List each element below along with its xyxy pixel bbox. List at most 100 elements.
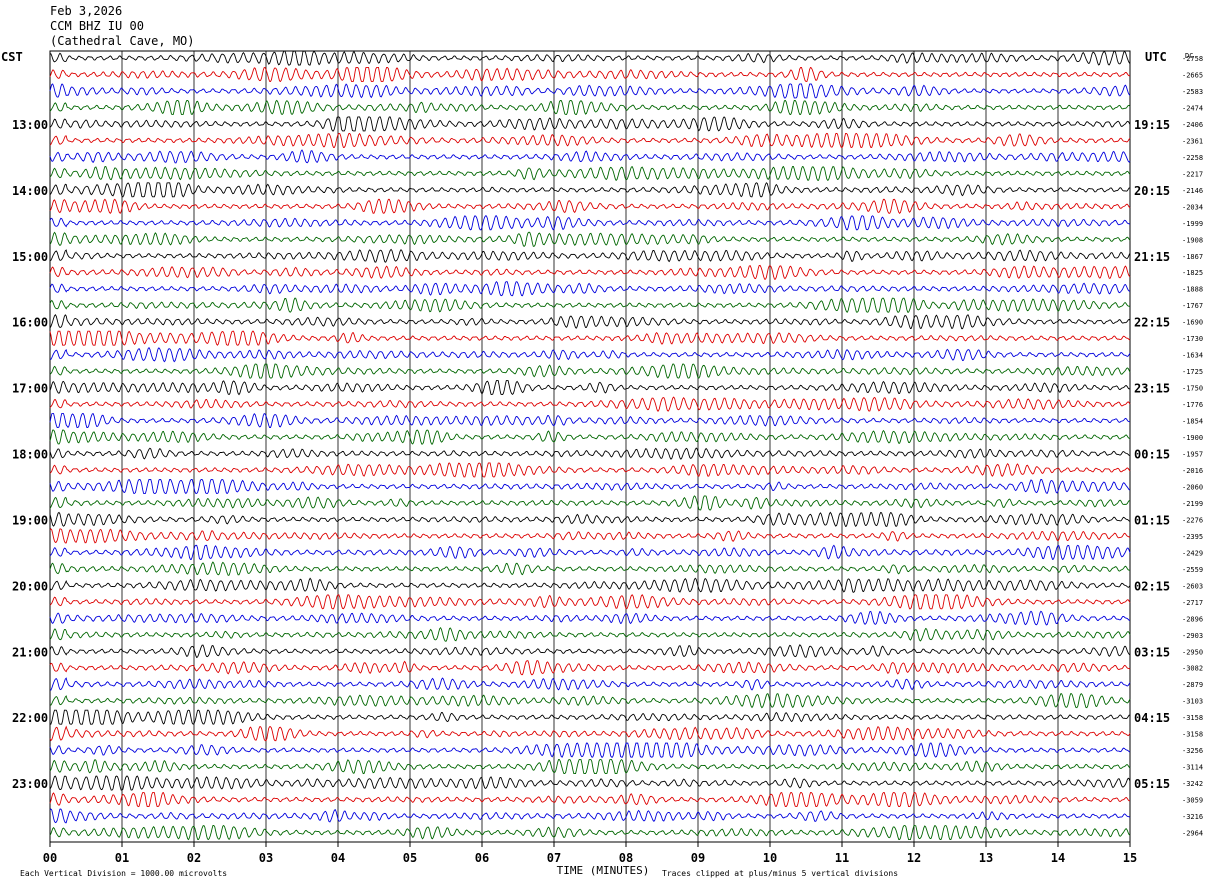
cst-hour-label: 20:00 [12,579,48,593]
dc-offset-label: -1634 [1182,352,1203,360]
dc-offset-label: -2950 [1182,648,1203,656]
seismic-trace [49,429,1131,445]
x-tick-label: 11 [835,851,849,865]
utc-hour-label: 03:15 [1134,645,1170,659]
cst-hour-label: 14:00 [12,184,48,198]
dc-offset-label: -3158 [1182,714,1203,722]
dc-offset-label: -2717 [1182,599,1203,607]
cst-hour-label: 23:00 [12,777,48,791]
dc-offset-label: -2034 [1182,203,1203,211]
utc-hour-label: 20:15 [1134,184,1170,198]
seismic-trace [49,758,1131,775]
record-date: Feb 3,2026 [50,4,123,18]
utc-hour-label: 05:15 [1134,777,1170,791]
seismic-trace [49,346,1131,363]
dc-offset-label: -3059 [1182,797,1203,805]
dc-offset-label: -3216 [1182,813,1203,821]
dc-offset-label: -3114 [1182,764,1203,772]
seismic-trace [49,231,1131,247]
x-tick-label: 09 [691,851,705,865]
dc-offset-label: -2361 [1182,137,1203,145]
seismic-trace [49,297,1131,313]
seismic-trace [49,677,1131,691]
x-tick-label: 14 [1051,851,1065,865]
dc-offset-label: -1867 [1182,253,1203,261]
seismic-trace [49,577,1131,593]
seismic-trace [49,165,1131,182]
dc-offset-label: -1767 [1182,302,1203,310]
seismic-trace [49,447,1131,460]
dc-offset-label: -1825 [1182,269,1203,277]
plot-frame [49,50,1131,843]
station-location: (Cathedral Cave, MO) [50,34,195,48]
seismic-trace [49,248,1131,263]
dc-offset-label: -3242 [1182,780,1203,788]
dc-offset-label: -1690 [1182,319,1203,327]
seismic-trace [49,182,1131,198]
utc-hour-label: 21:15 [1134,250,1170,264]
dc-offset-label: -2903 [1182,632,1203,640]
seismic-trace [49,99,1131,116]
dc-offset-label: -1725 [1182,368,1203,376]
x-tick-label: 04 [331,851,345,865]
seismic-trace [49,380,1131,396]
utc-hour-label: 02:15 [1134,579,1170,593]
seismic-trace [49,544,1131,560]
x-tick-label: 00 [43,851,57,865]
right-timezone-label: UTC [1145,50,1167,64]
dc-offset-label: -2217 [1182,170,1203,178]
utc-hour-label: 00:15 [1134,448,1170,462]
dc-offset-label: -1750 [1182,385,1203,393]
seismic-trace [49,330,1131,346]
dc-offset-label: -2665 [1182,71,1203,79]
dc-offset-label: -2879 [1182,681,1203,689]
seismic-traces [49,50,1131,841]
dc-offset-label: -1908 [1182,236,1203,244]
dc-offset-label: -3256 [1182,747,1203,755]
dc-offset-label: -2559 [1182,566,1203,574]
chart-grid [49,50,1131,847]
x-tick-label: 05 [403,851,417,865]
dc-offset-label: -2964 [1182,830,1203,838]
seismic-trace [49,198,1131,215]
dc-offset-label: -2429 [1182,549,1203,557]
station-code: CCM BHZ IU 00 [50,19,144,33]
seismic-trace [49,775,1131,791]
footer-clip-note: Traces clipped at plus/minus 5 vertical … [662,869,898,878]
seismic-trace [49,627,1131,642]
seismic-trace [49,808,1131,824]
seismic-trace [49,495,1131,511]
seismic-trace [49,314,1131,330]
seismic-trace [49,66,1131,83]
x-tick-label: 12 [907,851,921,865]
dc-offset-label: -3082 [1182,665,1203,673]
dc-offset-label: -1888 [1182,286,1203,294]
seismic-trace [49,462,1131,478]
chart-labels: 00 01 02 03 04 05 06 07 08 09 10 11 12 13 14 15 TIME (MI… [1,50,1203,878]
dc-offset-label: -2276 [1182,516,1203,524]
seismic-trace [49,610,1131,626]
dc-offset-label: -2583 [1182,88,1203,96]
dc-offset-label: -1854 [1182,418,1203,426]
dc-offset-label: -2199 [1182,500,1203,508]
dc-offset-label: -2406 [1182,121,1203,129]
cst-hour-label: 17:00 [12,382,48,396]
utc-hour-label: 04:15 [1134,711,1170,725]
x-tick-label: 07 [547,851,561,865]
dc-offset-label: -1900 [1182,434,1203,442]
dc-offset-label: -2258 [1182,154,1203,162]
dc-offset-label: -2146 [1182,187,1203,195]
seismic-trace [49,742,1131,758]
dc-offset-label: -1999 [1182,220,1203,228]
seismic-trace [49,396,1131,412]
x-tick-label: 03 [259,851,273,865]
seismic-trace [49,281,1131,297]
seismic-trace [49,363,1131,379]
footer-scale-note: Each Vertical Division = 1000.00 microvo… [20,869,227,878]
seismic-trace [49,660,1131,676]
x-tick-label: 08 [619,851,633,865]
cst-hour-label: 16:00 [12,316,48,330]
x-tick-label: 02 [187,851,201,865]
dc-offset-label: -3158 [1182,731,1203,739]
